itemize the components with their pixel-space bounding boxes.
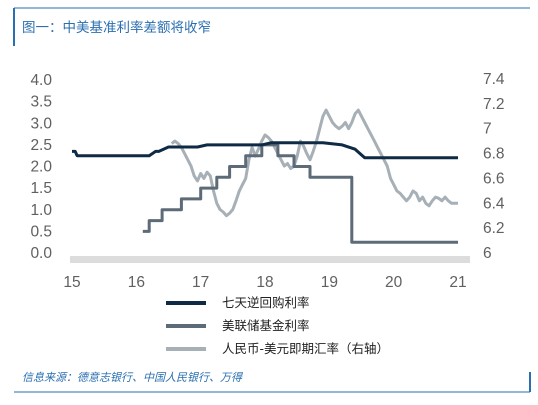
y-right-tick-label: 6.6 [483, 170, 505, 187]
y-right-tick-label: 6.4 [483, 195, 505, 212]
series-line-2 [170, 108, 458, 218]
y-left-tick-label: 2.5 [30, 137, 52, 154]
y-left-tick-label: 0.0 [30, 245, 52, 262]
x-axis-band [70, 256, 470, 263]
y-left-tick-label: 0.5 [30, 223, 52, 240]
legend-label-0: 七天逆回购利率 [222, 295, 310, 310]
y-right-tick-label: 6 [483, 245, 492, 262]
y-left-tick-label: 1.5 [30, 180, 52, 197]
x-tick-label: 19 [321, 274, 338, 291]
y-right-tick-label: 6.2 [483, 220, 505, 237]
legend-label-2: 人民币-美元即期汇率（右轴） [222, 341, 389, 356]
x-tick-label: 15 [63, 274, 80, 291]
series-line-0 [72, 141, 458, 160]
source-note: 信息来源：德意志银行、中国人民银行、万得 [22, 371, 242, 384]
x-tick-label: 20 [385, 274, 403, 291]
x-tick-label: 21 [449, 274, 466, 291]
legend-label-1: 美联储基金利率 [222, 318, 310, 333]
x-tick-label: 18 [256, 274, 273, 291]
y-left-tick-label: 2.0 [30, 159, 52, 176]
y-right-tick-label: 7.4 [483, 71, 505, 88]
series-line-1 [142, 143, 458, 244]
y-left-tick-label: 4.0 [30, 72, 52, 89]
y-right-tick-label: 7.2 [483, 96, 505, 113]
y-left-tick-label: 3.5 [30, 94, 52, 111]
x-tick-label: 16 [128, 274, 145, 291]
y-right-tick-label: 7 [483, 121, 492, 138]
y-left-tick-label: 3.0 [30, 115, 52, 132]
y-left-tick-label: 1.0 [30, 202, 52, 219]
chart-title: 图一：中美基准利率差额将收窄 [22, 20, 211, 36]
x-tick-label: 17 [192, 274, 209, 291]
y-right-tick-label: 6.8 [483, 146, 505, 163]
